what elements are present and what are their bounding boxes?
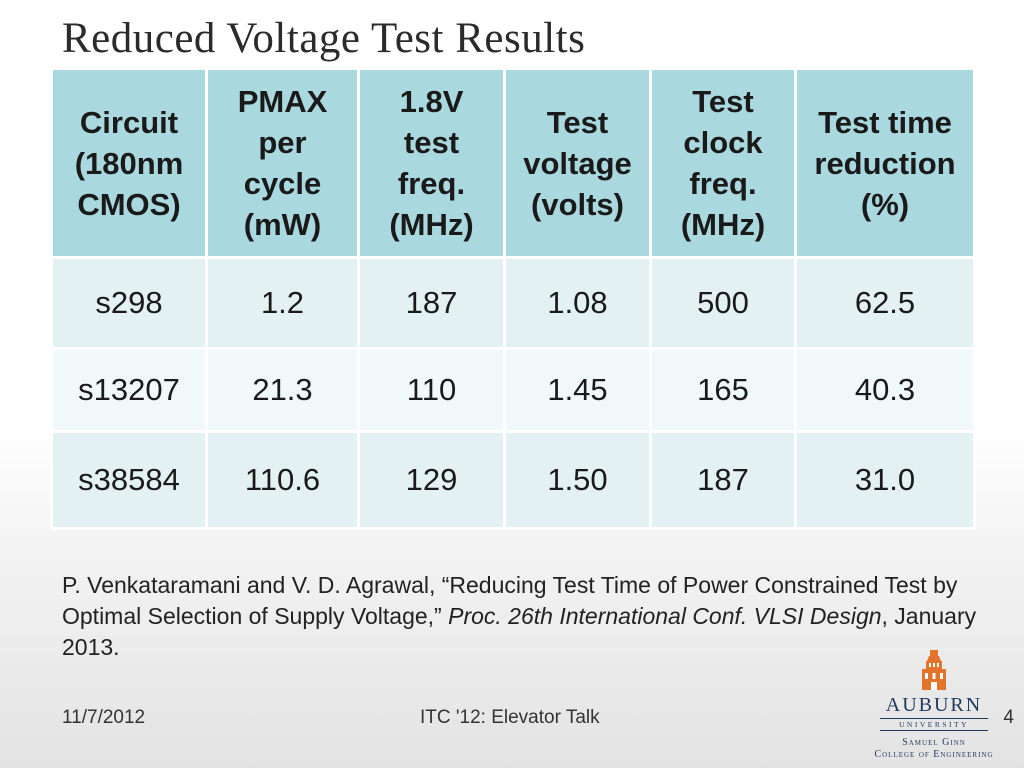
logo-subtitle: UNIVERSITY (880, 718, 988, 731)
header-test-voltage: Test voltage (volts) (503, 67, 652, 259)
table-row: s298 1.2 187 1.08 500 62.5 (50, 256, 976, 350)
footer-talk-title: ITC '12: Elevator Talk (420, 707, 600, 728)
logo-college-line2: College of Engineering (874, 749, 994, 760)
header-time-reduction: Test time reduction (%) (794, 67, 976, 259)
table-cell: 500 (649, 256, 797, 350)
table-cell: 1.45 (503, 347, 652, 433)
table-cell: 110 (357, 347, 506, 433)
table-cell: 110.6 (205, 430, 360, 530)
header-test-clock: Test clock freq. (MHz) (649, 67, 797, 259)
header-row: Circuit (180nm CMOS) PMAX per cycle (mW)… (50, 67, 976, 259)
results-table: Circuit (180nm CMOS) PMAX per cycle (mW)… (50, 67, 976, 530)
table-row: s38584 110.6 129 1.50 187 31.0 (50, 430, 976, 530)
header-18v-freq: 1.8V test freq. (MHz) (357, 67, 506, 259)
page-number: 4 (1003, 707, 1014, 728)
table-cell: 1.50 (503, 430, 652, 530)
citation-authors: P. Venkataramani and V. D. Agrawal, (62, 572, 442, 598)
table-cell: 187 (649, 430, 797, 530)
citation-paper-title: “Reducing Test Time of Power Constrained… (62, 572, 958, 629)
header-pmax: PMAX per cycle (mW) (205, 67, 360, 259)
table-cell: 21.3 (205, 347, 360, 433)
auburn-logo: AUBURN UNIVERSITY Samuel Ginn College of… (866, 648, 1002, 761)
table-cell: s38584 (50, 430, 208, 530)
samford-tower-icon (922, 650, 946, 690)
header-circuit: Circuit (180nm CMOS) (50, 67, 208, 259)
slide-title: Reduced Voltage Test Results (62, 15, 586, 62)
table-cell: 187 (357, 256, 506, 350)
table-cell: 31.0 (794, 430, 976, 530)
table-cell: 62.5 (794, 256, 976, 350)
table-cell: 129 (357, 430, 506, 530)
logo-name: AUBURN (885, 694, 983, 716)
table-cell: s13207 (50, 347, 208, 433)
table-cell: 40.3 (794, 347, 976, 433)
table-cell: s298 (50, 256, 208, 350)
table-cell: 1.2 (205, 256, 360, 350)
footer-date: 11/7/2012 (62, 707, 146, 728)
logo-college-line1: Samuel Ginn (902, 737, 966, 748)
citation: P. Venkataramani and V. D. Agrawal, “Red… (62, 570, 992, 663)
table-cell: 1.08 (503, 256, 652, 350)
table-row: s13207 21.3 110 1.45 165 40.3 (50, 347, 976, 433)
citation-date: , January 2013. (62, 603, 977, 660)
citation-venue: Proc. 26th International Conf. VLSI Desi… (448, 603, 882, 629)
table-cell: 165 (649, 347, 797, 433)
